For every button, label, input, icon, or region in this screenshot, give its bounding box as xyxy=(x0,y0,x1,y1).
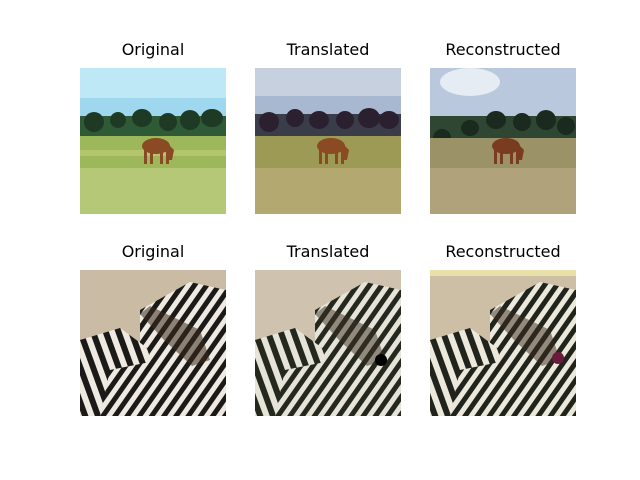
zebra-translated-image xyxy=(255,270,401,416)
horse-shape xyxy=(142,138,174,164)
horse-scene-original xyxy=(80,68,226,214)
panel-title: Reconstructed xyxy=(445,242,561,261)
horse-scene-reconstructed xyxy=(430,68,576,214)
horse-scene-translated xyxy=(255,68,401,214)
panel-title: Original xyxy=(121,242,185,261)
horse-original-image xyxy=(80,68,226,214)
horse-shape xyxy=(492,138,524,164)
panel-title: Translated xyxy=(286,242,370,261)
horse-translated-image xyxy=(255,68,401,214)
panel-title: Translated xyxy=(286,40,370,59)
horse-shape xyxy=(317,138,349,164)
zebra-original-image xyxy=(80,270,226,416)
panel-title: Original xyxy=(121,40,185,59)
zebra-scene-original xyxy=(80,270,226,416)
zebra-scene-reconstructed xyxy=(430,270,576,416)
zebra-reconstructed-image xyxy=(430,270,576,416)
horse-reconstructed-image xyxy=(430,68,576,214)
panel-title: Reconstructed xyxy=(445,40,561,59)
zebra-scene-translated xyxy=(255,270,401,416)
